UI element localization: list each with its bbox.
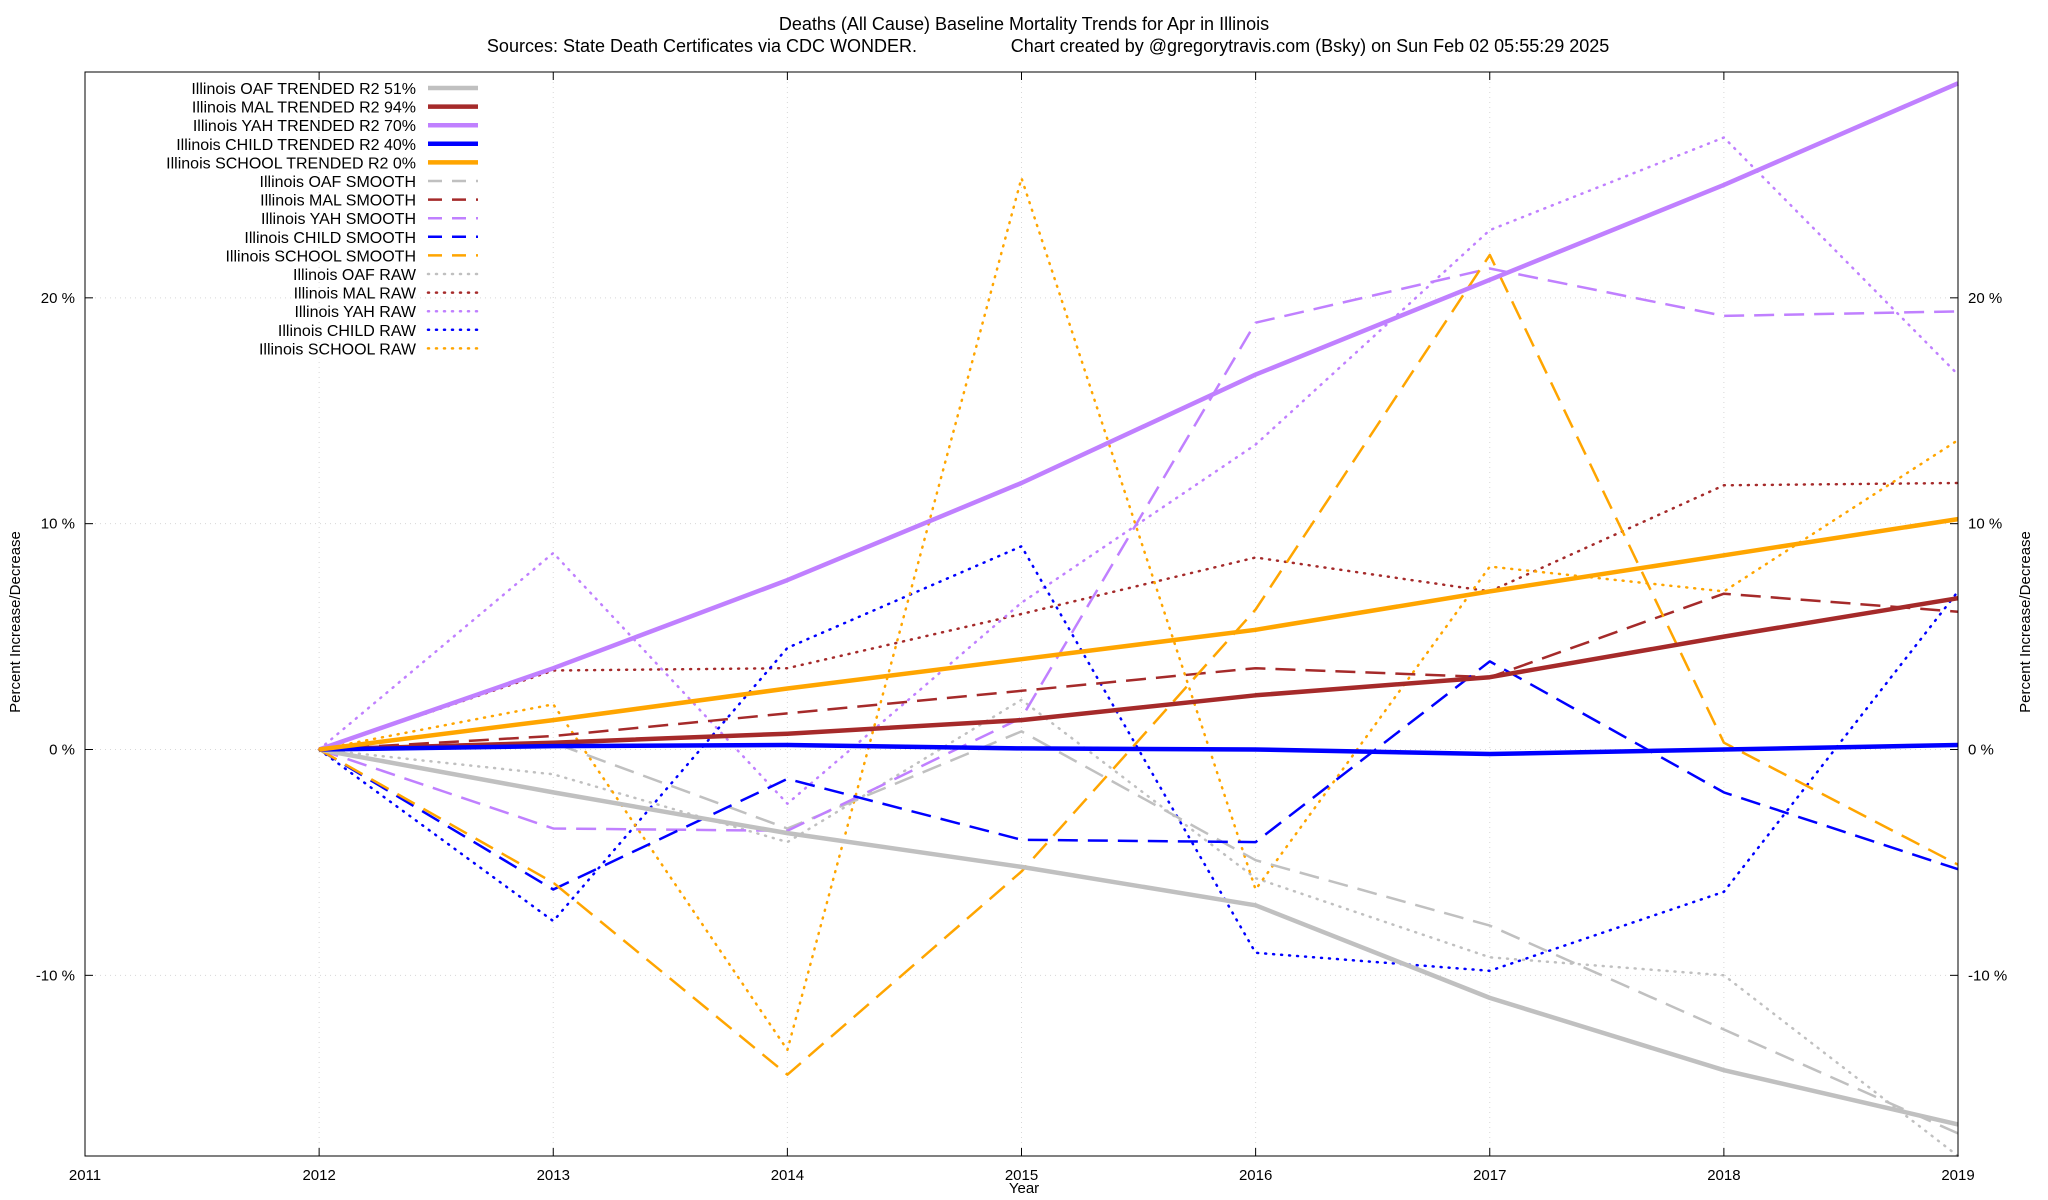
x-tick-label: 2019 xyxy=(1941,1167,1974,1184)
series-line-illinois-oaf-smooth xyxy=(319,730,1959,1135)
legend-label-illinois-yah-trended-r2-70: Illinois YAH TRENDED R2 70% xyxy=(193,118,416,135)
chart-subtitle-credit: Chart created by @gregorytravis.com (Bsk… xyxy=(1011,36,1610,56)
legend-label-illinois-yah-raw: Illinois YAH RAW xyxy=(294,304,416,321)
legend-label-illinois-oaf-trended-r2-51: Illinois OAF TRENDED R2 51% xyxy=(191,81,416,98)
y-tick-label: 10 % xyxy=(41,516,75,533)
chart-title: Deaths (All Cause) Baseline Mortality Tr… xyxy=(779,14,1269,34)
series-line-illinois-yah-smooth xyxy=(318,267,1959,833)
legend-label-illinois-school-trended-r2-0: Illinois SCHOOL TRENDED R2 0% xyxy=(166,155,416,172)
legend-label-illinois-yah-smooth: Illinois YAH SMOOTH xyxy=(261,211,416,228)
series-line-illinois-mal-trended-r2-94 xyxy=(319,595,1959,752)
series-line-illinois-yah-raw xyxy=(317,136,1960,805)
x-tick-label: 2018 xyxy=(1707,1167,1740,1184)
series-line-illinois-child-trended-r2-40 xyxy=(319,742,1959,757)
series-line-illinois-mal-smooth xyxy=(319,592,1959,751)
legend-label-illinois-oaf-raw: Illinois OAF RAW xyxy=(293,267,417,284)
y2-tick-label: 10 % xyxy=(1968,516,2002,533)
legend-label-illinois-school-raw: Illinois SCHOOL RAW xyxy=(259,341,417,358)
y2-tick-label: 20 % xyxy=(1968,290,2002,307)
legend-label-illinois-mal-trended-r2-94: Illinois MAL TRENDED R2 94% xyxy=(192,100,416,117)
x-tick-label: 2016 xyxy=(1239,1167,1272,1184)
series-line-illinois-oaf-raw xyxy=(317,698,1960,1158)
legend-label-illinois-child-trended-r2-40: Illinois CHILD TRENDED R2 40% xyxy=(176,137,416,154)
series-line-illinois-school-raw xyxy=(317,176,1960,1052)
series-line-illinois-yah-trended-r2-70 xyxy=(318,81,1959,752)
y-tick-label: -10 % xyxy=(36,967,75,984)
series-line-illinois-school-smooth xyxy=(318,253,1959,1076)
y-axis-label: Percent Increase/Decrease xyxy=(7,531,24,713)
axis-ticks: 2011 2012 2013 2014 2015 2016 2017 2018 2019 -10 … xyxy=(36,72,2007,1184)
x-tick-label: 2017 xyxy=(1473,1167,1506,1184)
x-tick-label: 2015 xyxy=(1005,1167,1038,1184)
series-line-illinois-school-trended-r2-0 xyxy=(318,516,1959,752)
series-layer xyxy=(317,81,1960,1158)
y-tick-label: 20 % xyxy=(41,290,75,307)
series-line-illinois-mal-raw xyxy=(317,481,1960,751)
y2-axis-label: Percent Increase/Decrease xyxy=(2017,531,2034,713)
legend: Illinois OAF TRENDED R2 51% Illinois MAL … xyxy=(166,81,480,358)
legend-label-illinois-oaf-smooth: Illinois OAF SMOOTH xyxy=(260,174,416,191)
y2-tick-label: -10 % xyxy=(1968,967,2007,984)
legend-label-illinois-mal-raw: Illinois MAL RAW xyxy=(294,286,417,303)
y-tick-label: 0 % xyxy=(49,742,75,759)
legend-label-illinois-child-smooth: Illinois CHILD SMOOTH xyxy=(244,230,416,247)
legend-label-illinois-child-raw: Illinois CHILD RAW xyxy=(278,323,417,340)
x-tick-label: 2014 xyxy=(771,1167,804,1184)
chart-subtitle-sources: Sources: State Death Certificates via CD… xyxy=(487,36,917,56)
x-axis-label: Year xyxy=(1009,1180,1039,1197)
legend-label-illinois-school-smooth: Illinois SCHOOL SMOOTH xyxy=(225,248,416,265)
y2-tick-label: 0 % xyxy=(1968,742,1994,759)
series-line-illinois-child-raw xyxy=(317,545,1960,973)
x-tick-label: 2012 xyxy=(302,1167,335,1184)
series-line-illinois-oaf-trended-r2-51 xyxy=(318,747,1959,1127)
legend-label-illinois-mal-smooth: Illinois MAL SMOOTH xyxy=(260,193,416,210)
x-tick-label: 2011 xyxy=(69,1167,101,1184)
x-tick-label: 2013 xyxy=(537,1167,570,1184)
series-line-illinois-child-smooth xyxy=(318,660,1959,891)
